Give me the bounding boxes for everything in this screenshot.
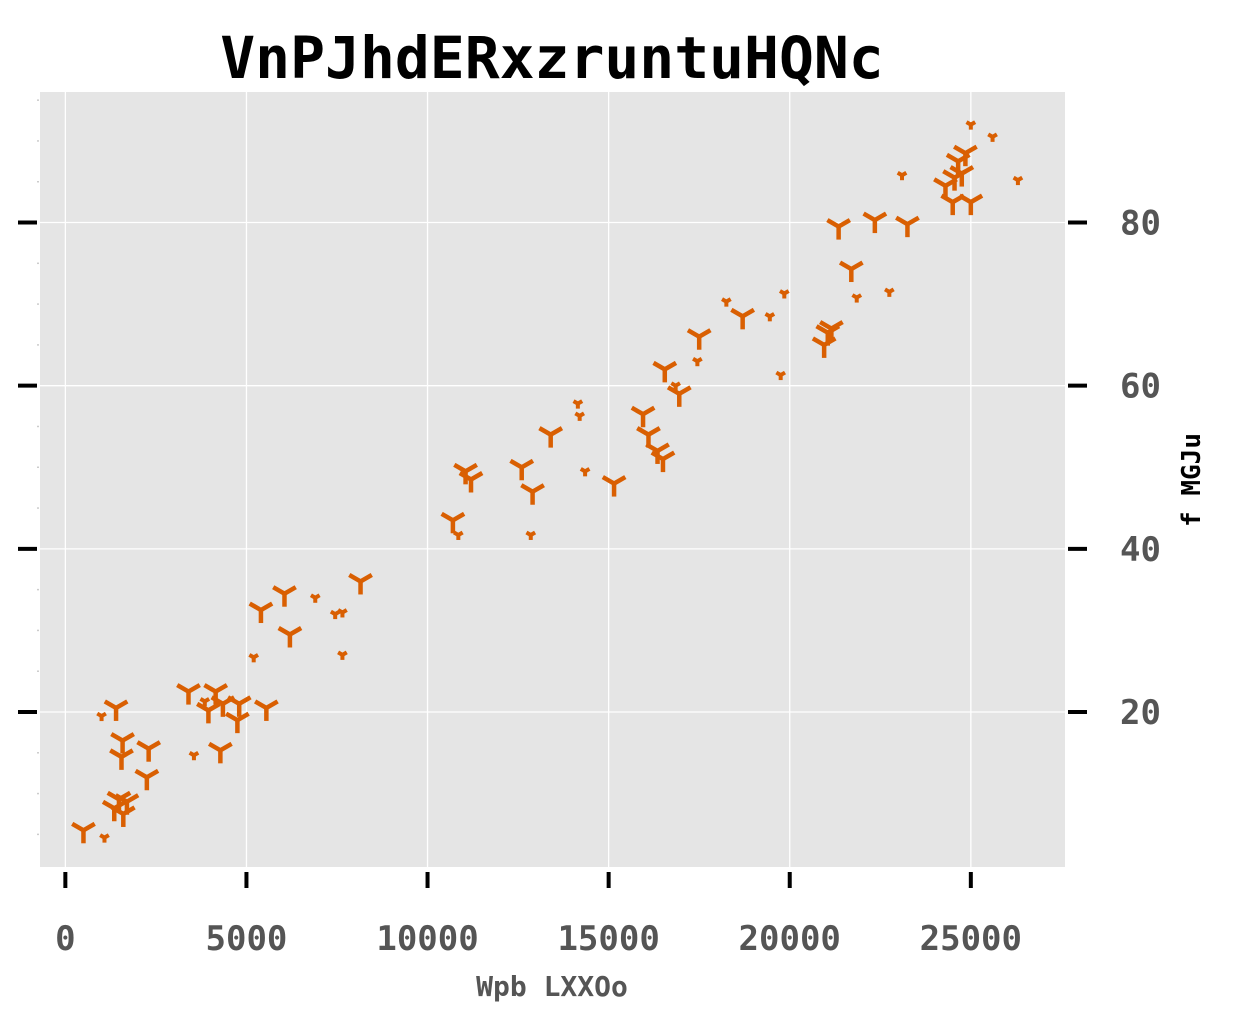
plot-area — [40, 92, 1065, 867]
grid-lines — [40, 92, 1065, 867]
scatter-point — [574, 411, 585, 421]
x-axis-label: Wpb LXXOo — [476, 970, 628, 1003]
scatter-point — [520, 483, 545, 505]
scatter-point — [207, 741, 233, 764]
scatter-point — [965, 120, 977, 130]
scatter-point — [225, 711, 250, 734]
scatter-point — [987, 132, 998, 142]
scatter-point — [525, 530, 537, 540]
scatter-point — [949, 165, 975, 187]
x-tick-label: 15000 — [557, 919, 659, 959]
scatter-point — [248, 601, 274, 624]
scatter-point — [337, 650, 348, 660]
scatter-point — [440, 511, 466, 534]
scatter-point — [453, 530, 464, 540]
scatter-point — [337, 608, 348, 618]
scatter-point — [652, 360, 678, 383]
x-tick-label: 5000 — [206, 919, 288, 959]
x-tick-label: 25000 — [920, 919, 1022, 959]
scatter-point — [253, 699, 279, 721]
x-axis: 0 5000 10000 15000 20000 25000 — [55, 872, 1022, 959]
data-points — [71, 120, 1024, 844]
scatter-point — [136, 740, 162, 762]
scatter-point — [730, 307, 756, 330]
scatter-point — [686, 328, 712, 350]
x-tick-label: 0 — [55, 919, 75, 959]
scatter-point — [196, 701, 221, 724]
scatter-point — [348, 573, 373, 595]
scatter-point — [277, 626, 303, 648]
y-tick-label: 80 — [1120, 204, 1161, 244]
scatter-point — [630, 405, 656, 428]
y-tick-label: 40 — [1120, 530, 1161, 570]
scatter-point — [272, 585, 297, 607]
scatter-point — [248, 653, 260, 663]
scatter-point — [199, 697, 211, 707]
scatter-point — [110, 732, 135, 754]
scatter-point — [778, 289, 790, 299]
y-axis: 20 40 60 80 — [18, 204, 1161, 733]
scatter-point — [601, 475, 627, 497]
scatter-point — [692, 356, 703, 367]
scatter-point — [226, 695, 252, 717]
scatter-point — [884, 287, 895, 297]
minor-ticks — [37, 99, 39, 836]
scatter-point — [538, 426, 564, 448]
scatter-point — [775, 370, 787, 381]
scatter-point — [458, 471, 484, 493]
y-tick-label: 20 — [1120, 693, 1161, 733]
scatter-point — [721, 297, 732, 307]
scatter-point — [851, 293, 863, 303]
scatter-point — [764, 312, 776, 322]
x-tick-label: 20000 — [739, 919, 841, 959]
scatter-point — [99, 833, 110, 843]
y-axis-label: f MGJu — [1177, 433, 1207, 527]
scatter-point — [1012, 175, 1024, 186]
scatter-point — [509, 458, 535, 481]
scatter-point — [134, 768, 160, 791]
scatter-point — [579, 467, 591, 477]
chart-title: VnPJhdERxzruntuHQNc — [220, 24, 883, 92]
scatter-point — [309, 593, 321, 603]
scatter-point — [953, 144, 978, 167]
scatter-point — [862, 211, 888, 234]
x-tick-label: 10000 — [376, 919, 478, 959]
scatter-point — [71, 821, 96, 844]
scatter-point — [188, 751, 200, 761]
y-tick-label: 60 — [1120, 367, 1161, 407]
scatter-point — [826, 218, 852, 240]
scatter-point — [96, 711, 107, 722]
scatter-point — [572, 399, 584, 409]
scatter-point — [109, 748, 134, 770]
scatter-point — [666, 385, 692, 407]
scatter-point — [895, 215, 920, 238]
scatter-point — [958, 193, 984, 216]
scatter-point — [176, 683, 201, 705]
scatter-point — [838, 260, 864, 283]
scatter-point — [819, 320, 844, 342]
scatter-point — [103, 699, 129, 721]
scatter-point — [650, 450, 676, 473]
scatter-point — [114, 793, 140, 815]
scatter-point — [896, 170, 908, 181]
